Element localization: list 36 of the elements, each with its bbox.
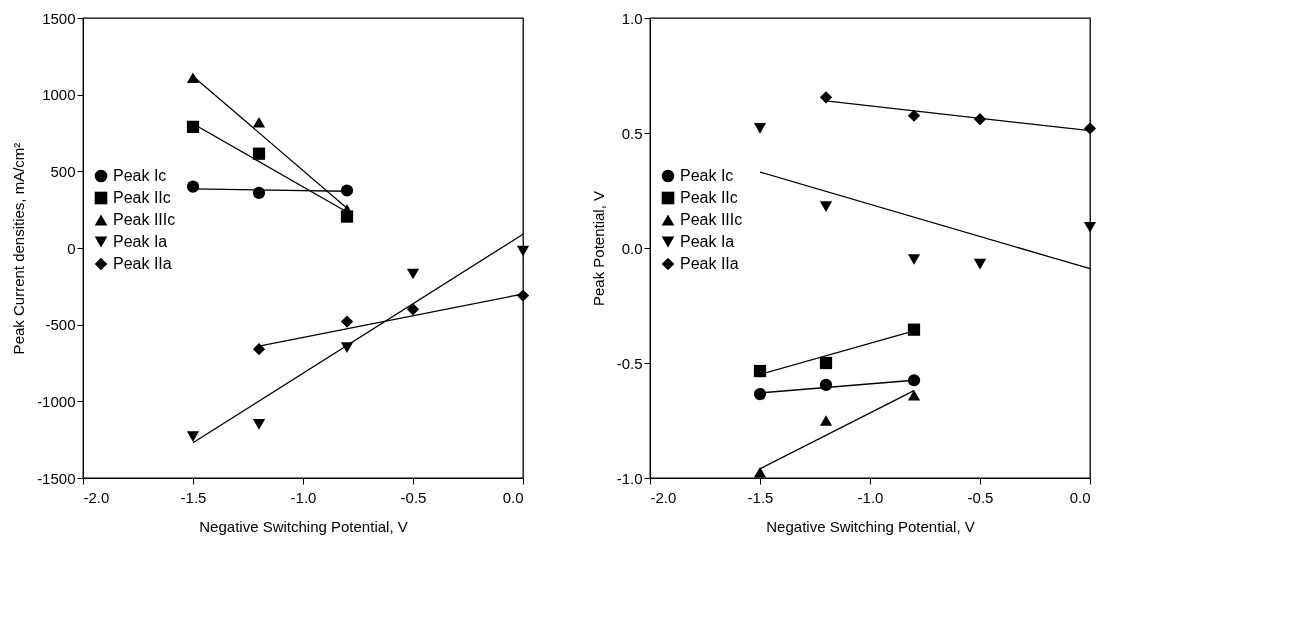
x-tick-label: -1.0 <box>857 488 884 506</box>
y-tick-label: 500 <box>50 162 76 180</box>
y-tick-label: 1500 <box>42 9 76 27</box>
x-tick-label: -0.5 <box>967 488 994 506</box>
y-tick-label: -1.0 <box>616 469 643 487</box>
x-tick-label: -1.5 <box>747 488 774 506</box>
x-tick-label: 0.0 <box>1069 488 1091 506</box>
x-tick-label: -2.0 <box>650 488 677 506</box>
y-axis-title: Peak Current densities, mA/cm² <box>10 142 28 355</box>
legend-label: Peak Ic <box>680 167 734 184</box>
legend-label: Peak Ic <box>113 167 167 184</box>
y-tick-label: 0.0 <box>621 239 643 257</box>
legend-label: Peak IIIc <box>113 211 176 228</box>
legend-label: Peak IIc <box>113 189 171 206</box>
y-tick-label: -0.5 <box>616 354 643 372</box>
legend-label: Peak IIc <box>680 189 738 206</box>
x-tick-label: 0.0 <box>502 488 524 506</box>
y-tick-label: 0.5 <box>621 124 643 142</box>
legend-label: Peak IIa <box>113 255 172 272</box>
x-tick-label: -0.5 <box>400 488 427 506</box>
y-tick-label: 0 <box>67 239 76 257</box>
legend-label: Peak Ia <box>113 233 168 250</box>
y-tick-label: -500 <box>45 316 76 334</box>
x-axis-title: Negative Switching Potential, V <box>766 517 975 535</box>
legend-label: Peak IIa <box>680 255 739 272</box>
x-tick-label: -1.0 <box>290 488 317 506</box>
x-axis-title: Negative Switching Potential, V <box>199 517 408 535</box>
legend-label: Peak IIIc <box>680 211 743 228</box>
y-tick-label: -1000 <box>37 392 76 410</box>
y-tick-label: -1500 <box>37 469 76 487</box>
x-tick-label: -2.0 <box>83 488 110 506</box>
x-tick-label: -1.5 <box>180 488 207 506</box>
y-tick-label: 1.0 <box>621 9 643 27</box>
y-axis-title: Peak Potential, V <box>589 190 607 307</box>
y-tick-label: 1000 <box>42 86 76 104</box>
legend-label: Peak Ia <box>680 233 735 250</box>
